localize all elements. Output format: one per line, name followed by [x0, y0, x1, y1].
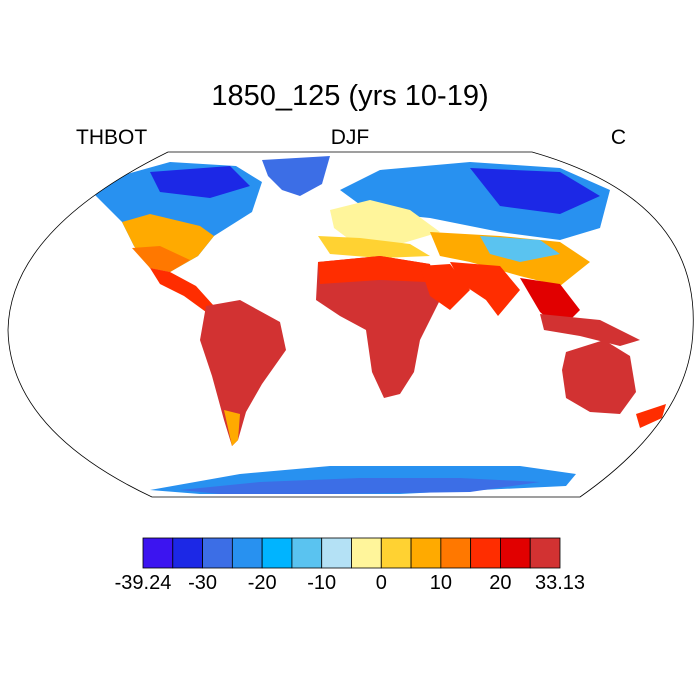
colorbar-tick-label: -30 [188, 572, 218, 594]
siberia-cold [470, 168, 600, 214]
south-america-region [200, 300, 286, 446]
colorbar-tick-label: 33.13 [534, 572, 586, 594]
colorbar-swatch [142, 537, 174, 569]
antarctica-interior [180, 478, 540, 494]
globe-outline [7, 151, 694, 498]
map-title: 1850_125 (yrs 10-19) [211, 80, 489, 112]
new-zealand-region [636, 404, 666, 428]
units-label: C [610, 126, 626, 149]
colorbar-swatch [351, 537, 382, 569]
africa-region [316, 256, 440, 398]
colorbar-swatch [261, 537, 293, 569]
north-america-arctic [150, 166, 250, 198]
colorbar-swatch [410, 537, 442, 569]
colorbar-swatch [321, 537, 352, 569]
tibet-cold [480, 236, 560, 262]
colorbar-swatch [500, 537, 531, 569]
north-america-warm-band [132, 246, 190, 272]
colorbar-tick-label: -10 [307, 572, 337, 594]
greenland-region [262, 156, 330, 196]
colorbar-swatch [380, 537, 412, 569]
colorbar-tick-label: 10 [429, 572, 452, 594]
colorbar-swatch [172, 537, 203, 569]
colorbar-swatch [529, 537, 561, 569]
sahara-band [318, 256, 430, 284]
season-label: DJF [330, 126, 370, 149]
colorbar-swatch [202, 537, 233, 569]
india-region [450, 262, 520, 316]
variable-label: THBOT [76, 126, 148, 149]
indonesia-region [540, 314, 640, 346]
colorbar-tick-label: 0 [375, 572, 387, 594]
colorbar-tick-label: -20 [247, 572, 277, 594]
mediterranean-band [318, 236, 430, 258]
colorbar-swatch [440, 537, 472, 569]
colorbar-tick-label: -39.24 [114, 572, 172, 594]
colorbar-swatch [231, 537, 263, 569]
central-america-region [150, 268, 214, 312]
colorbar-tick-label: 20 [489, 572, 512, 594]
south-america-tip [224, 410, 240, 446]
colorbar-swatch [291, 537, 323, 569]
arabia-region [420, 264, 470, 310]
europe-region [330, 200, 440, 244]
colorbar-swatch [470, 537, 501, 569]
australia-region [562, 340, 636, 414]
